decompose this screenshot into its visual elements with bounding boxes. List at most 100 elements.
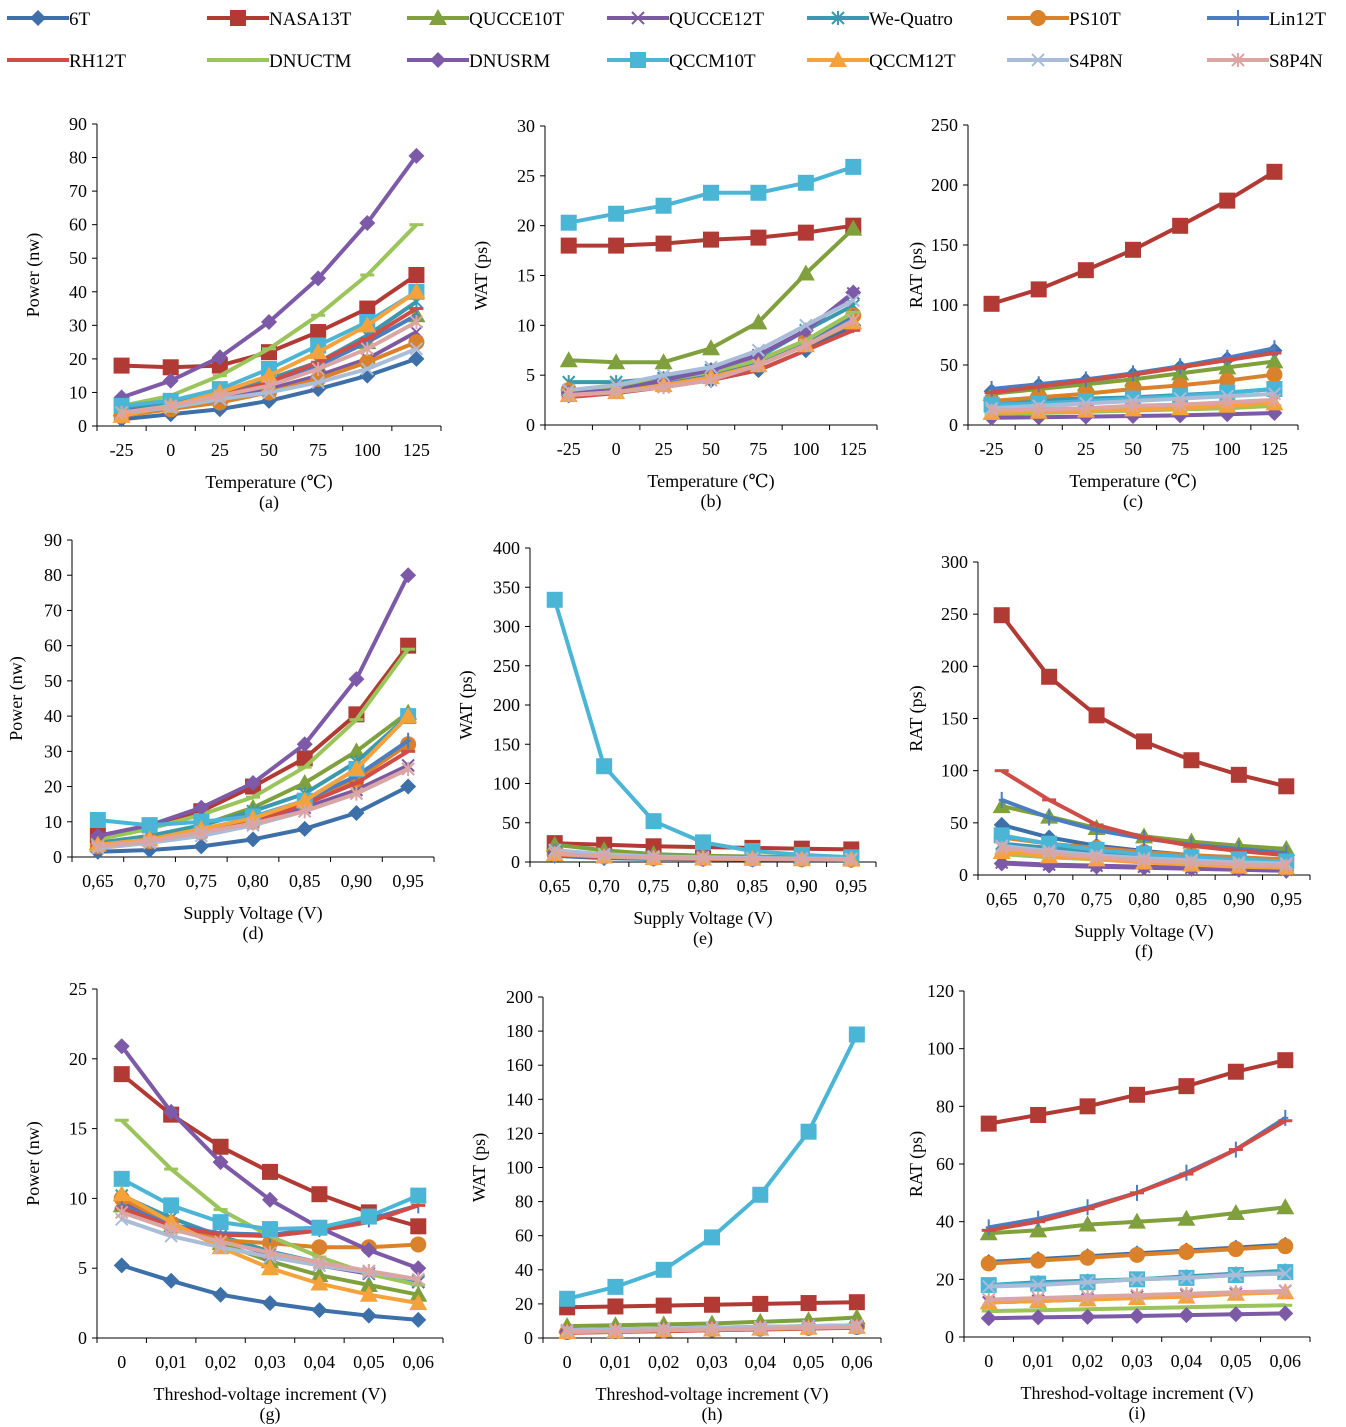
y-tick-label: 0 [949,415,958,435]
data-point [163,1273,179,1289]
legend-swatch [205,3,275,33]
x-tick-label: 0,04 [1171,1351,1203,1371]
x-tick-label: 0,65 [986,889,1018,909]
data-point [801,1295,817,1311]
data-point [90,812,106,828]
data-point [1277,1052,1293,1068]
data-point [349,782,363,785]
data-point [400,567,416,583]
legend-swatch [5,3,75,33]
data-point [114,358,130,374]
legend-item-nasa13t: NASA13T [205,3,400,33]
data-point [1079,379,1093,382]
y-tick-label: 120 [506,1123,533,1143]
legend-label: We-Quatro [869,9,953,31]
y-tick-label: 0 [511,852,520,872]
y-tick-label: 100 [931,295,958,315]
data-point [114,1257,130,1273]
data-point [113,1185,131,1201]
y-tick-label: 0 [78,1328,87,1348]
y-tick-label: 60 [69,215,87,235]
y-tick-label: 50 [940,355,958,375]
data-point [1277,1238,1293,1254]
data-point [982,1229,996,1232]
series-s8p4n [561,1320,863,1339]
data-point [849,1294,865,1310]
y-axis-label: WAT (ps) [469,1133,490,1202]
legend-label: S4P8N [1069,51,1123,73]
y-tick-label: 300 [941,552,968,572]
x-tick-label: -25 [980,439,1004,459]
x-tick-label: 75 [309,440,327,460]
series-nasa13t [981,1052,1294,1131]
y-tick-label: 30 [69,315,87,335]
y-tick-label: 0 [945,1327,954,1347]
y-tick-label: 50 [502,813,520,833]
data-point [360,337,374,340]
series-nasa13t [114,1066,427,1234]
y-tick-label: 40 [69,282,87,302]
y-tick-label: 25 [517,166,535,186]
y-axis-label: Power (nw) [23,233,44,317]
legend-label: Lin12T [1269,9,1326,31]
y-tick-label: 30 [44,741,62,761]
data-point [214,1208,228,1211]
x-tick-label: 50 [1124,439,1142,459]
data-point [1172,218,1188,234]
y-axis-label: RAT (ps) [906,685,927,751]
legend-swatch [805,3,875,33]
data-point [561,215,577,231]
y-axis-label: RAT (ps) [906,242,927,308]
x-tick-label: 0,70 [588,876,620,896]
x-tick-label: 0,75 [1081,889,1113,909]
data-point [798,225,814,241]
y-tick-label: 10 [517,315,535,335]
legend-swatch [1005,45,1075,75]
legend-item-qucce12t: QUCCE12T [605,3,800,33]
x-tick-label: 0,05 [793,1352,825,1372]
x-tick-label: 75 [749,439,767,459]
legend-item-dnusrm: DNUSRM [405,45,600,75]
data-point [401,648,415,651]
chart-panel-g: 0 5 10 15 20 25 0 0,01 0,02 0,03 0,04 0,05 0,06 Thres… [0,975,450,1427]
y-tick-label: 70 [69,181,87,201]
data-point [213,1214,229,1230]
chart-f: 0501001502002503000,65 0,70 0,75 0,80 0,85 0,… [900,530,1346,955]
data-point [311,1186,327,1202]
data-point [348,805,364,821]
y-tick-label: 100 [927,1039,954,1059]
x-tick-label: 0,85 [737,876,769,896]
x-axis-label: Temperature (℃) [1069,471,1196,492]
x-tick-label: 0 [117,1352,126,1372]
y-tick-label: 0 [78,416,87,436]
legend-swatch [1005,3,1075,33]
data-point [409,307,423,310]
data-point [752,1296,768,1312]
data-point [1228,1064,1244,1080]
data-point [361,1209,377,1225]
x-tick-label: 0,90 [341,871,373,891]
y-tick-label: 100 [506,1158,533,1178]
data-point [311,1302,327,1318]
chart-panel-b: 0 5 10 15 20 25 30 -25 0 25 50 75 100 125 Temperature … [450,110,900,505]
x-tick-label: 0,95 [836,876,868,896]
chart-panel-d: 0 10 20 30 40 50 60 70 80 90 0,65 0,70 0,75 0,80 0,85 0… [0,530,450,955]
data-point [1089,707,1105,723]
x-tick-label: 0,03 [696,1352,728,1372]
x-tick-label: 0,80 [1128,889,1160,909]
series-nasa13t [559,1294,865,1315]
x-tick-label: 0,02 [205,1352,237,1372]
x-axis-label: Temperature (℃) [205,472,332,493]
y-tick-label: 0 [526,415,535,435]
data-point [1137,836,1151,839]
chart-panel-a: 0 10 20 30 40 50 60 70 80 90 -25 0 25 50 75 100 125 Tempe… [0,110,450,505]
data-point [704,1229,720,1245]
y-tick-label: 90 [69,114,87,134]
legend-swatch [1205,45,1275,75]
data-point [801,1124,817,1140]
x-tick-label: 0,90 [1223,889,1255,909]
data-point [656,1262,672,1278]
y-axis-label: WAT (ps) [456,670,477,739]
data-point [298,766,312,769]
chart-g: 05101520250 0,01 0,02 0,03 0,04 0,05 0,06Thres… [0,975,450,1427]
